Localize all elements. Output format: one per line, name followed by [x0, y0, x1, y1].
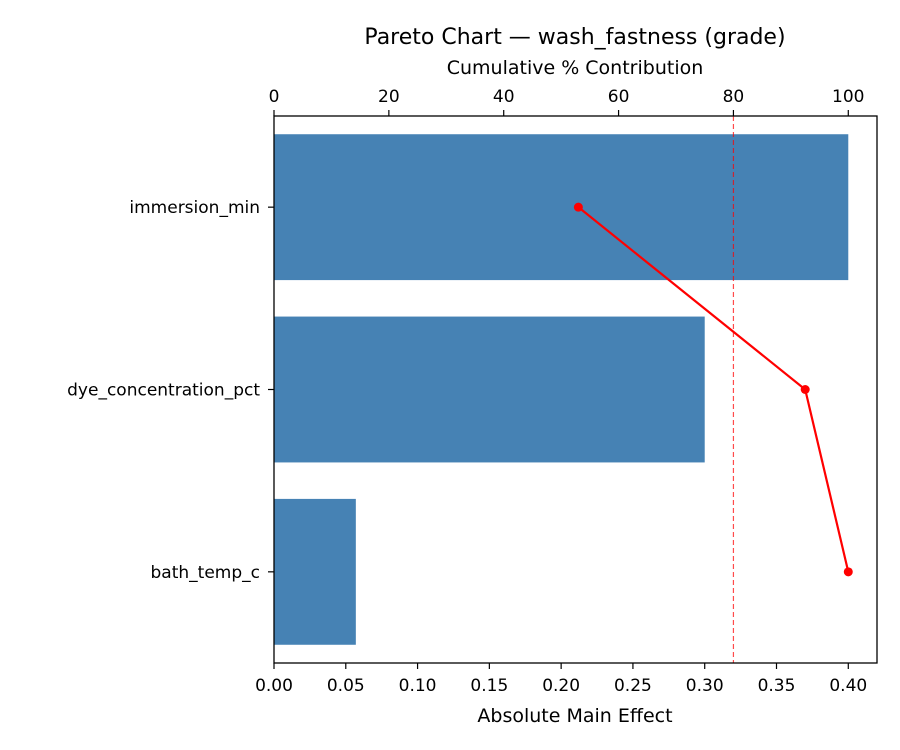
- x-tick-label: 0.05: [327, 676, 365, 696]
- bars-group: [274, 134, 849, 645]
- x-tick-label: 0.40: [829, 676, 867, 696]
- cumulative-point-dye_concentration_pct: [800, 385, 810, 394]
- x-tick-label: 0.10: [399, 676, 437, 696]
- x2-tick-label: 40: [493, 87, 515, 107]
- bar-immersion_min: [274, 134, 849, 281]
- y-tick-label: dye_concentration_pct: [67, 381, 260, 401]
- chart-title: Pareto Chart — wash_fastness (grade): [364, 25, 785, 50]
- bar-dye_concentration_pct: [274, 316, 705, 463]
- x2-tick-label: 100: [832, 87, 864, 107]
- bar-bath_temp_c: [274, 498, 356, 645]
- x2-tick-label: 0: [269, 87, 280, 107]
- x-tick-label: 0.20: [542, 676, 580, 696]
- cumulative-line-group: [573, 202, 853, 577]
- x2-axis-label: Cumulative % Contribution: [447, 57, 704, 79]
- x-tick-label: 0.00: [255, 676, 293, 696]
- x-axis-label: Absolute Main Effect: [477, 705, 672, 727]
- x2-tick-label: 20: [378, 87, 400, 107]
- x-tick-label: 0.30: [686, 676, 724, 696]
- x-tick-label: 0.25: [614, 676, 652, 696]
- y-tick-label: immersion_min: [129, 198, 260, 218]
- x2-axis-ticks: 0 20 40 60 80 100: [269, 87, 865, 116]
- y-axis-ticks: immersion_min dye_concentration_pct bath_t…: [67, 198, 274, 583]
- x2-tick-label: 60: [608, 87, 630, 107]
- x-tick-label: 0.15: [470, 676, 508, 696]
- x-axis-ticks: 0.00 0.05 0.10 0.15 0.20 0.25 0.30 0.35 0.40: [255, 663, 867, 696]
- cumulative-point-bath_temp_c: [843, 567, 853, 577]
- x-tick-label: 0.35: [758, 676, 796, 696]
- cumulative-point-immersion_min: [573, 202, 583, 212]
- y-tick-label: bath_temp_c: [151, 563, 260, 583]
- x2-tick-label: 80: [723, 87, 745, 107]
